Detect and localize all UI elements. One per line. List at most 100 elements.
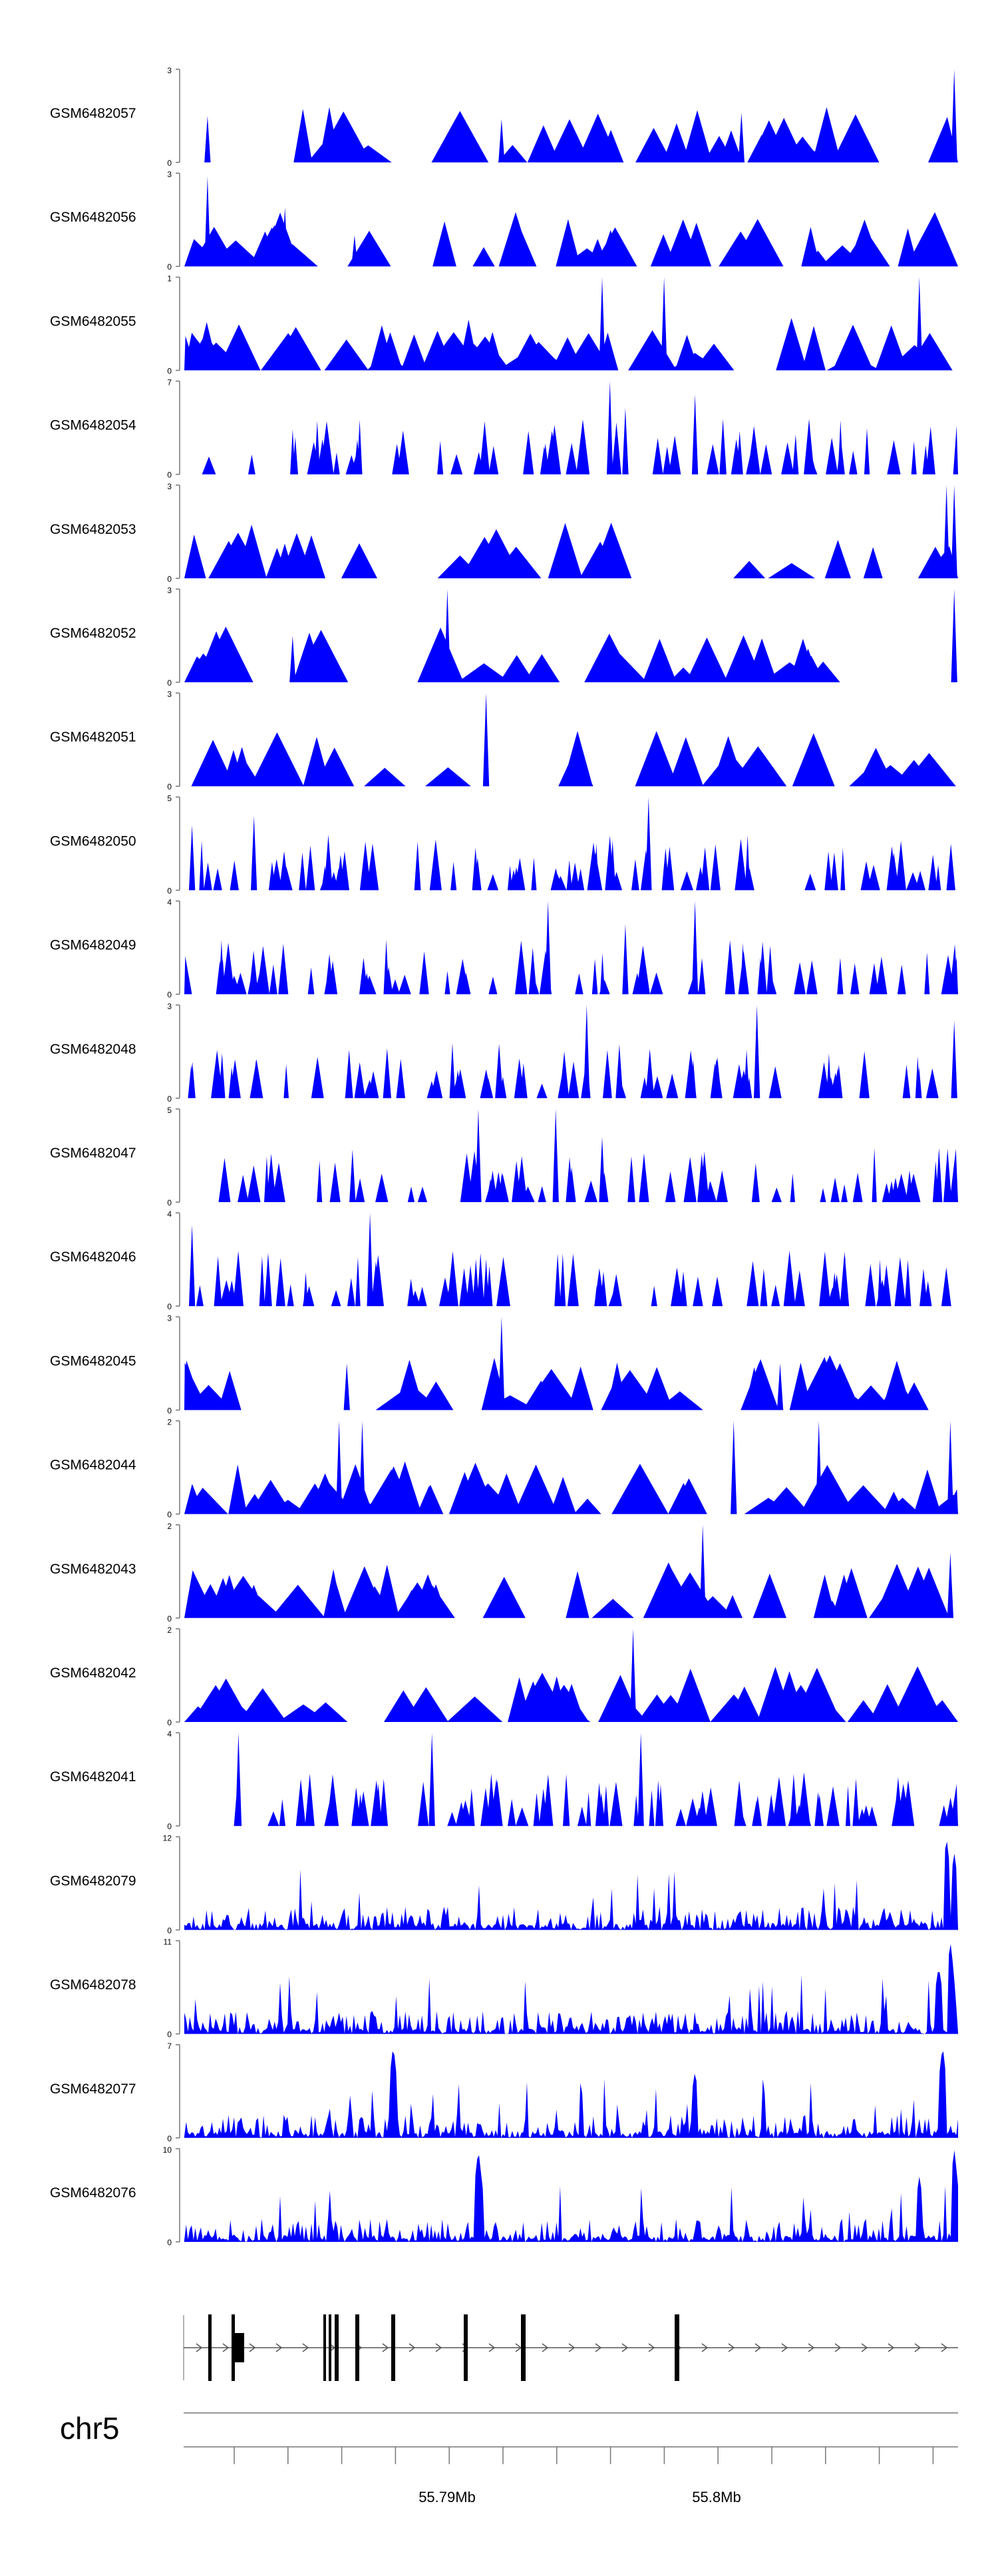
y-max-label: 3 — [167, 1002, 172, 1011]
strand-arrow — [701, 2343, 709, 2352]
track-label: GSM6482041 — [50, 1769, 136, 1785]
strand-arrow — [249, 2343, 256, 2352]
y-max-label: 3 — [167, 690, 172, 699]
track-GSM6482044: GSM6482044 2 0 — [50, 1418, 958, 1520]
track-label: GSM6482078 — [50, 1978, 136, 1993]
track-label: GSM6482044 — [50, 1458, 136, 1473]
signal-area — [184, 1004, 958, 1098]
signal-area — [184, 1420, 958, 1514]
strand-arrow — [648, 2343, 655, 2352]
y-min-label: 0 — [167, 1302, 172, 1311]
y-max-label: 4 — [167, 898, 172, 907]
strand-arrow — [861, 2343, 868, 2352]
y-max-label: 2 — [167, 1418, 172, 1427]
y-min-label: 0 — [167, 262, 172, 272]
y-min-label: 0 — [167, 2030, 172, 2039]
y-max-label: 10 — [163, 2145, 172, 2155]
y-max-label: 4 — [167, 1729, 172, 1739]
strand-arrow — [941, 2343, 948, 2352]
signal-area — [184, 2051, 958, 2138]
signal-area — [184, 797, 958, 891]
track-label: GSM6482042 — [50, 1665, 136, 1681]
exon — [521, 2314, 526, 2381]
track-GSM6482043: GSM6482043 2 0 — [50, 1522, 958, 1623]
signal-area — [184, 901, 958, 994]
y-min-label: 0 — [167, 158, 172, 168]
y-max-label: 2 — [167, 1625, 172, 1635]
y-min-label: 0 — [167, 1926, 172, 1935]
exon — [335, 2314, 339, 2381]
y-min-label: 0 — [167, 1094, 172, 1104]
track-GSM6482050: GSM6482050 5 0 — [50, 793, 958, 895]
strand-arrow — [834, 2343, 842, 2352]
track-GSM6482042: GSM6482042 2 0 — [50, 1625, 958, 1727]
strand-arrow — [275, 2343, 283, 2352]
y-min-label: 0 — [167, 366, 172, 375]
signal-area — [184, 69, 958, 162]
signal-area — [184, 589, 958, 682]
signal-area — [184, 1213, 958, 1307]
strand-arrow — [222, 2343, 230, 2352]
exon — [391, 2314, 395, 2381]
track-label: GSM6482053 — [50, 522, 136, 537]
track-GSM6482056: GSM6482056 3 0 — [50, 170, 958, 272]
gene-model-track — [183, 2314, 958, 2381]
track-label: GSM6482048 — [50, 1042, 136, 1057]
y-min-label: 0 — [167, 1614, 172, 1623]
y-max-label: 7 — [167, 378, 172, 387]
exon — [208, 2314, 212, 2381]
signal-area — [184, 1944, 958, 2034]
track-label: GSM6482056 — [50, 210, 136, 225]
strand-arrow — [621, 2343, 629, 2352]
track-GSM6482055: GSM6482055 1 0 — [50, 274, 958, 375]
signal-area — [184, 1841, 958, 1930]
y-max-label: 4 — [167, 1209, 172, 1219]
y-min-label: 0 — [167, 1822, 172, 1831]
track-GSM6482046: GSM6482046 4 0 — [50, 1209, 958, 1311]
track-GSM6482078: GSM6482078 11 0 — [50, 1938, 958, 2039]
track-label: GSM6482045 — [50, 1353, 136, 1369]
track-GSM6482077: GSM6482077 7 0 — [50, 2041, 958, 2143]
track-label: GSM6482052 — [50, 626, 136, 641]
y-min-label: 0 — [167, 2134, 172, 2143]
track-GSM6482047: GSM6482047 5 0 — [50, 1106, 958, 1207]
strand-arrow — [595, 2343, 602, 2352]
strand-arrow — [542, 2343, 549, 2352]
y-min-label: 0 — [167, 1718, 172, 1727]
strand-arrow — [754, 2343, 762, 2352]
signal-area — [184, 1733, 958, 1826]
y-min-label: 0 — [167, 782, 172, 791]
signal-area — [184, 485, 958, 578]
track-GSM6482054: GSM6482054 7 0 — [50, 378, 958, 480]
strand-arrow — [435, 2343, 442, 2352]
strand-arrow — [196, 2343, 203, 2352]
track-label: GSM6482050 — [50, 833, 136, 849]
track-GSM6482057: GSM6482057 3 0 — [50, 66, 958, 168]
exon — [464, 2314, 468, 2381]
strand-arrow — [382, 2343, 389, 2352]
y-max-label: 3 — [167, 66, 172, 75]
track-label: GSM6482057 — [50, 106, 136, 121]
strand-arrow — [781, 2343, 788, 2352]
y-min-label: 0 — [167, 1510, 172, 1520]
y-max-label: 3 — [167, 586, 172, 595]
y-max-label: 3 — [167, 1313, 172, 1323]
y-max-label: 11 — [164, 1938, 172, 1947]
y-max-label: 1 — [167, 274, 172, 283]
exon — [355, 2314, 359, 2381]
x-tick-label: 55.8Mb — [692, 2489, 741, 2505]
track-GSM6482045: GSM6482045 3 0 — [50, 1313, 958, 1415]
y-min-label: 0 — [167, 1406, 172, 1415]
signal-area — [184, 693, 958, 787]
track-label: GSM6482076 — [50, 2185, 136, 2201]
track-GSM6482051: GSM6482051 3 0 — [50, 690, 958, 791]
signal-area — [184, 1524, 958, 1618]
track-label: GSM6482077 — [50, 2081, 136, 2097]
track-label: GSM6482046 — [50, 1249, 136, 1265]
y-min-label: 0 — [167, 471, 172, 480]
y-max-label: 5 — [167, 1106, 172, 1115]
y-max-label: 5 — [167, 793, 172, 803]
track-GSM6482048: GSM6482048 3 0 — [50, 1002, 958, 1104]
exon — [675, 2314, 679, 2381]
